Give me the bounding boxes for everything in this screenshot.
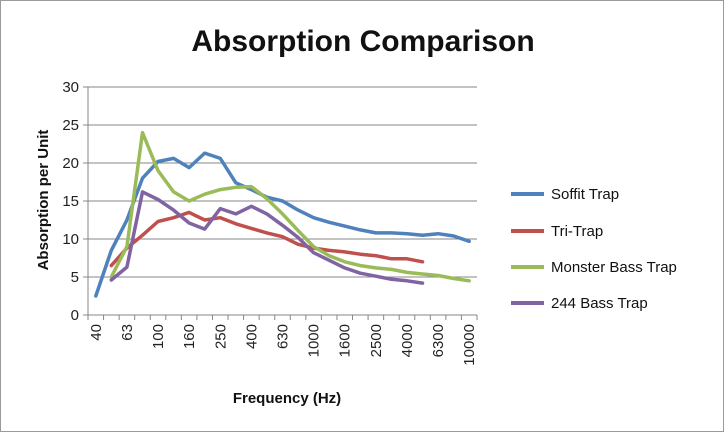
- x-tick-label-63: 63: [119, 324, 136, 341]
- legend-label-244-bass-trap: 244 Bass Trap: [551, 295, 648, 312]
- x-tick-label-1600: 1600: [337, 324, 354, 357]
- x-tick-label-10000: 10000: [461, 324, 478, 366]
- x-axis-title: Frequency (Hz): [233, 390, 341, 407]
- y-axis-title: Absorption per Unit: [35, 130, 52, 271]
- series-lines: [94, 130, 471, 298]
- x-tick-label-400: 400: [243, 324, 260, 349]
- legend-label-tri-trap: Tri-Trap: [551, 223, 603, 240]
- absorption-chart: Absorption Comparison 0 5 10 15 20 25 30 40 63 1…: [35, 25, 677, 407]
- x-tick-label-100: 100: [150, 324, 167, 349]
- x-tick-label-2500: 2500: [368, 324, 385, 357]
- y-tick-label-30: 30: [62, 79, 79, 96]
- legend: Soffit Trap Tri-Trap Monster Bass Trap 244 …: [511, 186, 677, 312]
- series-line-244-bass-trap: [109, 190, 425, 285]
- y-tick-label-5: 5: [71, 269, 79, 286]
- legend-label-monster-bass-trap: Monster Bass Trap: [551, 259, 677, 276]
- x-tick-label-40: 40: [88, 324, 105, 341]
- x-tick-label-250: 250: [212, 324, 229, 349]
- y-axis-ticks: 0 5 10 15 20 25 30: [62, 79, 88, 324]
- series-line-tri-trap: [109, 210, 425, 268]
- series-line-monster-bass-trap: [109, 130, 471, 283]
- x-tick-label-6300: 6300: [430, 324, 447, 357]
- x-tick-label-160: 160: [181, 324, 198, 349]
- x-tick-label-1000: 1000: [306, 324, 323, 357]
- x-axis-ticks: 40 63 100 160 250 400 630 1000 1600 2500 4000 6300 1…: [87, 315, 478, 366]
- y-tick-label-20: 20: [62, 155, 79, 172]
- y-tick-label-15: 15: [62, 193, 79, 210]
- gridlines: [88, 86, 477, 278]
- y-tick-label-0: 0: [71, 307, 79, 324]
- chart-title: Absorption Comparison: [191, 25, 534, 58]
- y-tick-label-10: 10: [62, 231, 79, 248]
- y-tick-label-25: 25: [62, 117, 79, 134]
- axes: [87, 87, 477, 316]
- series-line-soffit-trap: [94, 151, 471, 298]
- x-tick-label-630: 630: [275, 324, 292, 349]
- legend-label-soffit-trap: Soffit Trap: [551, 186, 619, 203]
- x-tick-label-4000: 4000: [399, 324, 416, 357]
